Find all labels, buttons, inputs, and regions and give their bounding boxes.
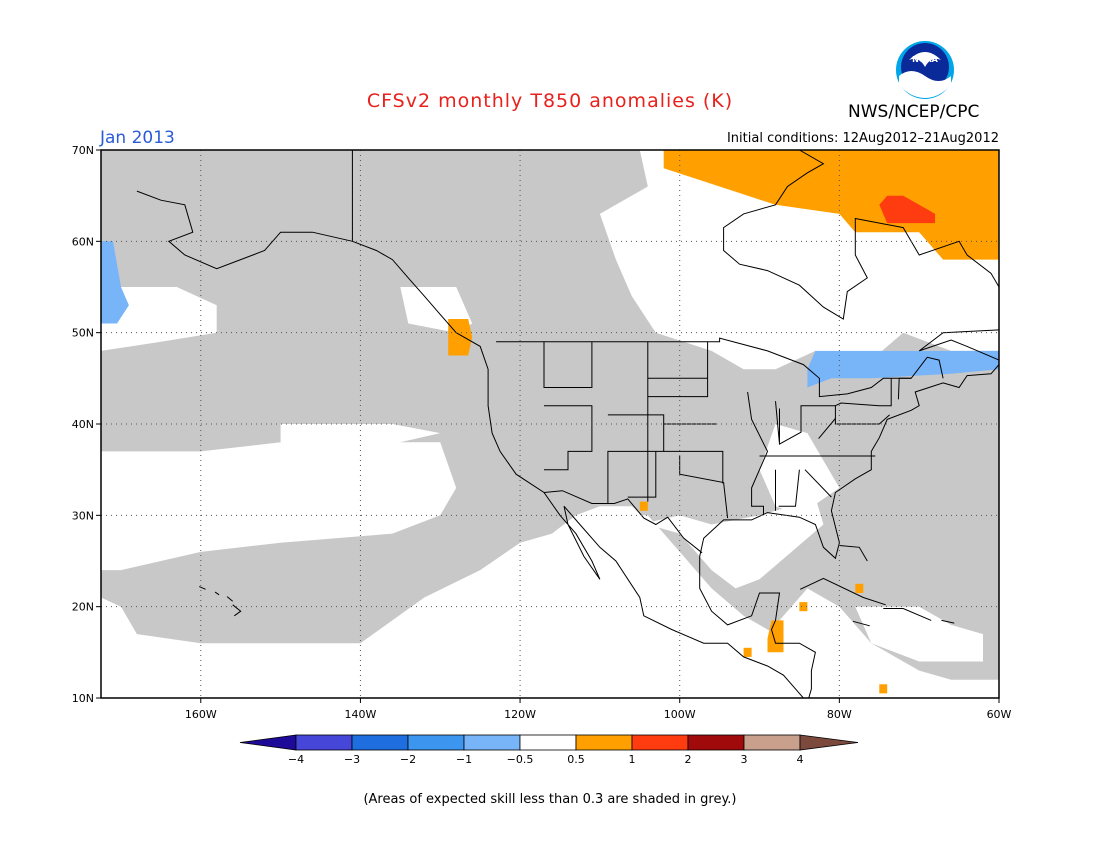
coastline-pacific <box>136 190 805 698</box>
legend-swatch <box>687 734 745 751</box>
us-state-line <box>647 341 709 398</box>
no-shade-area <box>101 442 457 571</box>
anomaly-region-northeast-cool <box>807 350 999 388</box>
us-state-line <box>627 451 657 498</box>
no-shade-area <box>101 287 217 351</box>
lat-tick-label: 40N <box>72 418 94 431</box>
anomaly-region-cuba-warm-dot <box>855 583 864 593</box>
island-outline <box>883 608 932 621</box>
lon-tick-label: 120W <box>504 708 536 721</box>
no-shade-area <box>855 606 983 662</box>
lat-tick-label: 30N <box>72 509 94 522</box>
anomaly-region-texas-warm-dot <box>639 501 648 511</box>
island-outline <box>941 619 955 624</box>
noaa-logo: NOAA <box>895 40 955 100</box>
island-outline <box>214 591 220 596</box>
us-state-line <box>747 391 769 516</box>
no-shade-area <box>639 497 824 589</box>
legend-label: 3 <box>741 753 748 766</box>
legend-label: −1 <box>456 753 472 766</box>
legend-label: 4 <box>797 753 804 766</box>
organization-label: NWS/NCEP/CPC <box>848 102 980 122</box>
lon-tick-label: 60W <box>987 708 1012 721</box>
us-state-line <box>818 418 836 439</box>
island-outline <box>852 620 870 627</box>
legend-label: −2 <box>400 753 416 766</box>
legend-swatch <box>575 734 633 751</box>
legend-swatch <box>351 734 409 751</box>
us-state-line <box>544 405 593 471</box>
lon-tick-label: 140W <box>344 708 376 721</box>
lon-tick-label: 160W <box>185 708 217 721</box>
no-shade-area <box>280 424 441 452</box>
legend-label: −0.5 <box>507 753 534 766</box>
no-shade-area <box>871 241 999 351</box>
us-state-line <box>804 469 832 498</box>
border-us-canada <box>496 337 944 398</box>
us-state-line <box>663 450 724 484</box>
lat-tick-label: 60N <box>72 235 94 248</box>
coastline-gulf-st-lawrence <box>918 329 999 361</box>
anomaly-region-yucatan-warm-dot <box>799 602 808 612</box>
lat-tick-label: 70N <box>72 144 94 157</box>
valid-month-label: Jan 2013 <box>100 128 175 148</box>
no-shade-area <box>807 670 999 698</box>
lon-tick-label: 80W <box>827 708 852 721</box>
border-us-mexico <box>543 490 703 554</box>
coastline-atlantic <box>699 364 999 698</box>
no-shade-area <box>759 424 840 516</box>
island-outline <box>232 604 242 617</box>
skill-footnote: (Areas of expected skill less than 0.3 a… <box>363 792 737 807</box>
legend-arrow-high <box>799 734 859 751</box>
lat-tick-label: 50N <box>72 327 94 340</box>
island-outline <box>199 586 206 590</box>
island-outline <box>799 577 886 606</box>
legend-swatch <box>407 734 465 751</box>
us-state-line <box>897 377 912 400</box>
logo-text: NOAA <box>912 55 938 64</box>
lon-tick-label: 100W <box>664 708 696 721</box>
chart-title: CFSv2 monthly T850 anomalies (K) <box>366 90 734 112</box>
legend-swatch <box>631 734 689 751</box>
legend-label: 1 <box>629 753 636 766</box>
anomaly-region-vancouver-island-warm <box>448 319 473 356</box>
us-state-line <box>543 341 593 388</box>
legend-swatch <box>743 734 801 751</box>
no-shade-area <box>647 150 856 315</box>
legend-label: −4 <box>288 753 304 766</box>
no-shade-area <box>583 515 808 680</box>
legend-swatch <box>519 734 577 751</box>
coastline-hudson-bay <box>723 150 999 320</box>
lat-tick-label: 20N <box>72 601 94 614</box>
anomaly-region-north-atlantic-canada-warm <box>663 150 999 260</box>
legend-label: −3 <box>344 753 360 766</box>
anomaly-region-bering-sea-cool <box>101 241 129 324</box>
legend-swatch <box>295 734 353 751</box>
us-state-line <box>778 469 800 507</box>
initial-conditions-label: Initial conditions: 12Aug2012–21Aug2012 <box>726 131 999 146</box>
anomaly-region-labrador-warm-core <box>879 195 936 224</box>
lat-tick-label: 10N <box>72 692 94 705</box>
legend-swatch <box>463 734 521 751</box>
anomaly-region-caribbean-warm-dot <box>879 684 888 694</box>
legend-arrow-low <box>239 734 297 751</box>
us-state-line <box>835 378 892 407</box>
legend-label: 2 <box>685 753 692 766</box>
legend-label: 0.5 <box>567 753 585 766</box>
anomaly-region-guatemala-warm-dot <box>743 647 752 657</box>
island-outline <box>839 545 868 562</box>
island-outline <box>226 596 234 602</box>
